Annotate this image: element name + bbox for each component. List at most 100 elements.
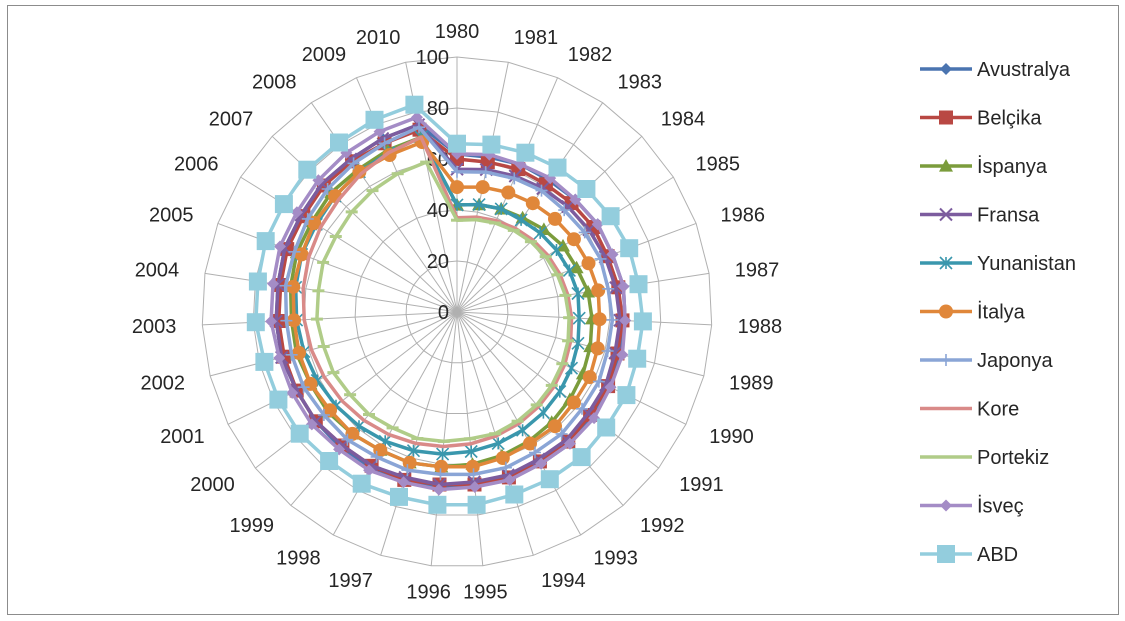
- data-point-marker: [401, 464, 414, 477]
- data-point-marker: [939, 256, 953, 270]
- data-point-marker: [465, 459, 480, 474]
- chart-area: 1980 1981 1982 1983 1984 1985 1986 1987 1988 1989…: [7, 5, 1119, 615]
- data-point-marker: [604, 381, 617, 394]
- data-point-marker: [529, 446, 541, 459]
- data-point-marker: [411, 111, 423, 124]
- category-label: 1986: [721, 204, 766, 226]
- spoke-line: [227, 311, 458, 425]
- data-point-marker: [628, 349, 647, 368]
- radial-tick-label: 40: [427, 200, 449, 222]
- legend-label: ABD: [977, 544, 1018, 566]
- series-line: [315, 160, 571, 444]
- category-label: 2002: [141, 372, 186, 394]
- category-label: 1980: [435, 21, 480, 43]
- grid-ring: [405, 260, 509, 364]
- data-point-marker: [569, 260, 584, 274]
- data-point-marker: [937, 545, 955, 563]
- data-point-marker: [535, 457, 548, 470]
- data-point-marker: [482, 135, 501, 154]
- legend-label: İsveç: [977, 495, 1024, 518]
- radial-tick-label: 0: [438, 302, 449, 324]
- legend-label: Japonya: [977, 350, 1053, 372]
- legend-label: Portekiz: [977, 447, 1049, 469]
- data-point-marker: [320, 452, 339, 470]
- data-point-marker: [402, 455, 417, 470]
- data-point-marker: [274, 240, 286, 253]
- category-label: 1998: [276, 548, 321, 570]
- data-point-marker: [514, 213, 528, 227]
- data-point-marker: [406, 444, 421, 458]
- data-point-marker: [285, 348, 298, 361]
- series-group: [246, 95, 652, 514]
- data-point-marker: [581, 284, 596, 298]
- data-point-marker: [591, 283, 606, 298]
- series-line: [283, 125, 615, 477]
- data-point-marker: [317, 409, 330, 421]
- data-point-marker: [341, 433, 354, 446]
- data-point-marker: [609, 280, 623, 295]
- series-6: [279, 121, 619, 481]
- data-point-marker: [525, 196, 540, 211]
- legend-item: İsveç: [920, 495, 1024, 518]
- spoke-line: [430, 311, 458, 566]
- data-point-marker: [321, 183, 334, 195]
- data-point-marker: [572, 311, 586, 325]
- data-point-marker: [523, 436, 537, 451]
- data-point-marker: [591, 218, 604, 231]
- data-point-marker: [939, 304, 953, 319]
- legend-item: İtalya: [920, 301, 1026, 324]
- data-point-marker: [606, 313, 619, 326]
- data-point-marker: [279, 279, 292, 292]
- category-label: 2008: [252, 71, 297, 93]
- category-label: 1994: [541, 570, 586, 592]
- data-point-marker: [298, 160, 317, 179]
- data-point-marker: [397, 476, 410, 489]
- data-point-marker: [246, 313, 265, 332]
- data-point-marker: [479, 166, 492, 179]
- spoke-line: [380, 311, 458, 556]
- data-point-marker: [581, 256, 596, 271]
- data-point-marker: [448, 134, 466, 153]
- data-point-marker: [255, 352, 274, 371]
- data-point-marker: [378, 137, 391, 150]
- data-point-marker: [588, 412, 601, 425]
- data-point-marker: [290, 206, 303, 219]
- data-point-marker: [616, 348, 629, 361]
- data-point-marker: [472, 198, 486, 212]
- spoke-line: [456, 311, 712, 326]
- legend-label: Belçika: [977, 108, 1042, 130]
- data-point-marker: [548, 419, 562, 434]
- legend-item: Portekiz: [920, 447, 1049, 469]
- data-point-marker: [535, 184, 548, 197]
- category-label: 1983: [618, 71, 663, 93]
- spoke-line: [204, 272, 458, 313]
- data-point-marker: [475, 180, 490, 195]
- category-label: 1995: [463, 582, 508, 604]
- data-point-marker: [620, 239, 639, 258]
- spoke-line: [290, 311, 458, 506]
- data-point-marker: [352, 474, 371, 493]
- data-point-marker: [940, 63, 952, 75]
- data-point-marker: [939, 159, 953, 172]
- legend-item: İspanya: [920, 155, 1048, 178]
- category-label: 1988: [738, 316, 783, 338]
- category-label: 1987: [735, 259, 780, 281]
- data-point-marker: [592, 312, 607, 327]
- data-point-marker: [301, 212, 314, 225]
- data-point-marker: [939, 110, 953, 125]
- data-point-marker: [297, 381, 310, 394]
- data-point-marker: [516, 143, 535, 162]
- data-point-marker: [505, 485, 524, 504]
- series-5: [286, 135, 607, 474]
- category-label: 1990: [709, 426, 754, 448]
- legend-label: Fransa: [977, 205, 1040, 227]
- data-point-marker: [536, 406, 550, 420]
- data-point-marker: [464, 444, 478, 459]
- category-label: 1999: [230, 515, 275, 537]
- data-point-marker: [345, 426, 360, 441]
- data-point-marker: [352, 164, 367, 179]
- data-point-marker: [562, 263, 576, 277]
- data-point-marker: [347, 157, 360, 170]
- spoke-line: [456, 135, 643, 313]
